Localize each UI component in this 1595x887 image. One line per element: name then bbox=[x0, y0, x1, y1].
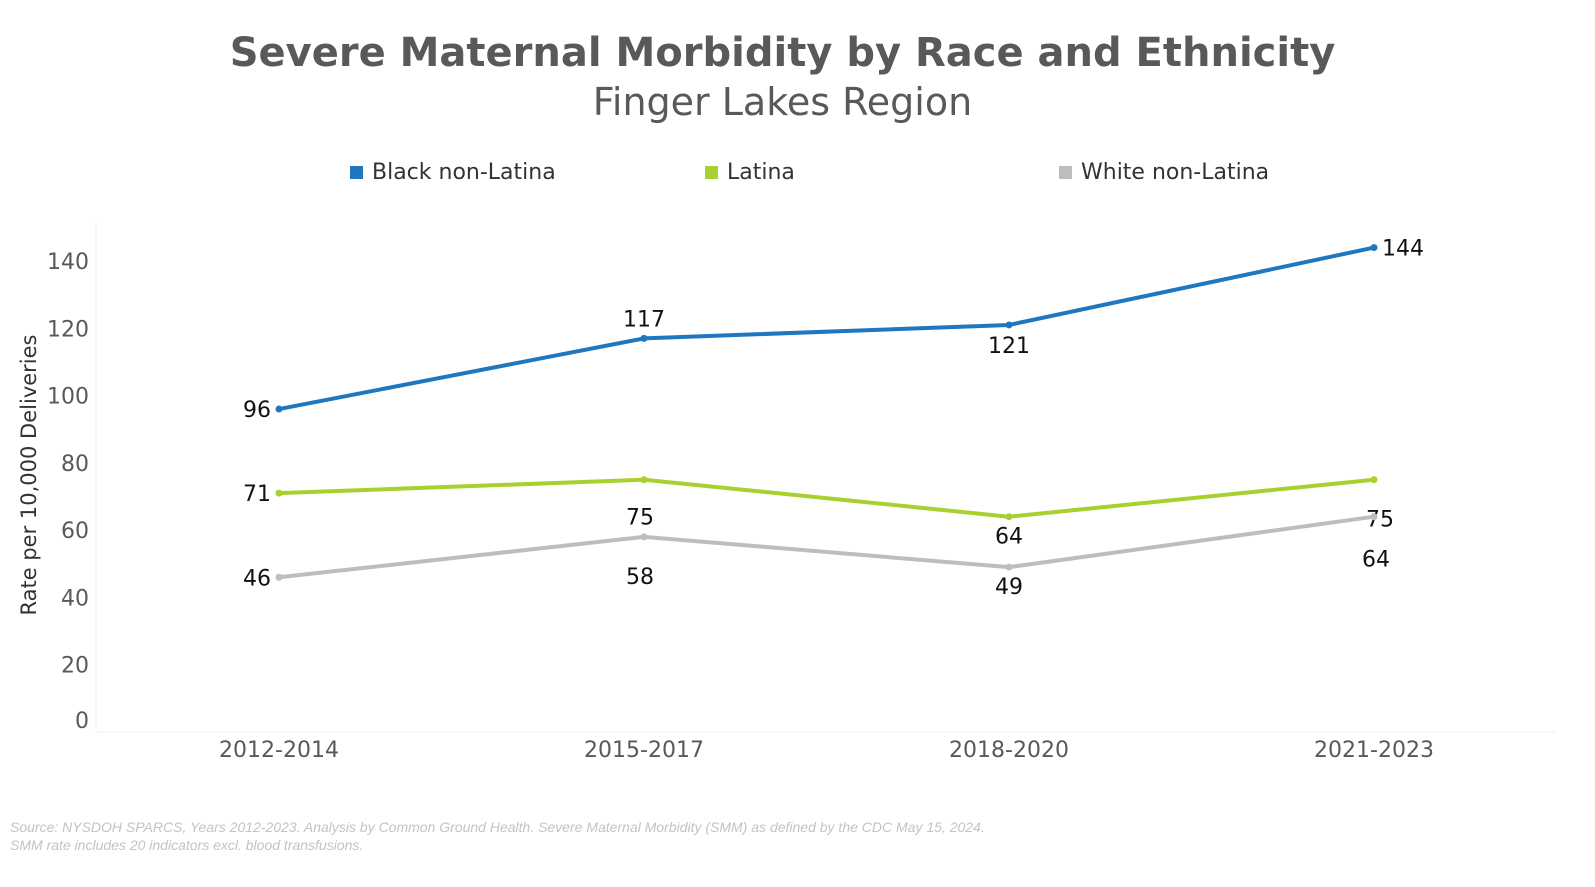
data-label: 46 bbox=[243, 566, 271, 591]
y-tick-label: 100 bbox=[47, 385, 89, 410]
x-tick-label: 2012-2014 bbox=[219, 738, 339, 763]
legend-swatch bbox=[350, 166, 363, 179]
x-tick-label: 2015-2017 bbox=[584, 738, 704, 763]
data-point bbox=[640, 476, 648, 484]
data-label: 75 bbox=[626, 506, 654, 531]
data-label: 144 bbox=[1382, 237, 1424, 262]
y-tick-label: 80 bbox=[61, 452, 89, 477]
legend-label: White non-Latina bbox=[1081, 160, 1270, 185]
data-point bbox=[640, 533, 648, 541]
data-point bbox=[640, 334, 648, 342]
data-point bbox=[1005, 321, 1013, 329]
legend-item-latina: Latina bbox=[705, 160, 795, 185]
chart-title: Severe Maternal Morbidity by Race and Et… bbox=[229, 30, 1336, 76]
y-tick-label: 140 bbox=[47, 250, 89, 275]
y-tick-label: 40 bbox=[61, 586, 89, 611]
legend-swatch bbox=[1059, 166, 1072, 179]
series-line-0 bbox=[278, 245, 1375, 412]
data-label: 96 bbox=[243, 398, 271, 423]
data-point bbox=[1370, 513, 1378, 521]
data-point bbox=[275, 405, 283, 413]
legend-label: Latina bbox=[727, 160, 795, 185]
x-tick-label: 2021-2023 bbox=[1314, 738, 1434, 763]
source-line-1: Source: NYSDOH SPARCS, Years 2012-2023. … bbox=[10, 819, 985, 835]
data-label: 64 bbox=[1362, 548, 1390, 573]
data-label: 58 bbox=[626, 565, 654, 590]
data-label: 75 bbox=[1366, 508, 1394, 533]
legend-swatch bbox=[705, 166, 718, 179]
series-line-2 bbox=[278, 514, 1375, 580]
series-line-1 bbox=[278, 477, 1375, 519]
legend-item-white: White non-Latina bbox=[1059, 160, 1269, 185]
chart-subtitle: Finger Lakes Region bbox=[592, 80, 973, 124]
data-point bbox=[1370, 244, 1378, 252]
source-line-2: SMM rate includes 20 indicators excl. bl… bbox=[10, 837, 364, 853]
y-tick-label: 60 bbox=[61, 519, 89, 544]
x-tick-label: 2018-2020 bbox=[949, 738, 1069, 763]
y-tick-label: 120 bbox=[47, 317, 89, 342]
data-label: 121 bbox=[988, 334, 1030, 359]
y-axis-label: Rate per 10,000 Deliveries bbox=[17, 335, 41, 616]
source-note: Source: NYSDOH SPARCS, Years 2012-2023. … bbox=[10, 818, 985, 854]
data-point bbox=[1005, 563, 1013, 571]
data-point bbox=[275, 573, 283, 581]
legend-label: Black non-Latina bbox=[372, 160, 556, 185]
data-label: 117 bbox=[623, 307, 665, 332]
y-tick-label: 0 bbox=[75, 709, 89, 734]
data-label: 49 bbox=[995, 575, 1023, 600]
data-label: 71 bbox=[243, 482, 271, 507]
data-label: 64 bbox=[995, 525, 1023, 550]
legend-item-black: Black non-Latina bbox=[350, 160, 556, 185]
data-point bbox=[275, 489, 283, 497]
data-point bbox=[1370, 476, 1378, 484]
data-point bbox=[1005, 513, 1013, 521]
y-tick-label: 20 bbox=[61, 654, 89, 679]
